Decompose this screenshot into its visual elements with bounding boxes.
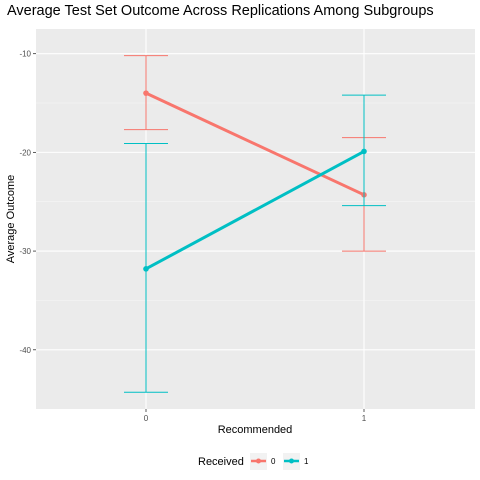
series-layer — [124, 55, 386, 393]
y-tick-label: -40 — [19, 346, 31, 355]
x-axis-title: Recommended — [218, 424, 293, 436]
series-line — [145, 91, 365, 197]
y-tick-label: -30 — [19, 247, 31, 256]
legend-key-point — [289, 458, 294, 464]
legend-title: Received — [198, 456, 244, 468]
y-axis-title: Average Outcome — [5, 175, 17, 263]
x-tick-label: 0 — [144, 414, 149, 423]
minor-gridlines — [36, 102, 475, 301]
legend-key-point — [256, 458, 261, 464]
legend-item-1: 1 — [283, 453, 309, 470]
y-tick-label: -10 — [19, 50, 31, 59]
plot-panel — [36, 29, 475, 409]
data-point — [361, 148, 367, 155]
x-tick-label: 1 — [362, 414, 367, 423]
series-1 — [124, 94, 386, 393]
legend: Received 0 1 — [198, 453, 309, 470]
y-tick-label: -20 — [19, 148, 31, 157]
series-line — [145, 150, 365, 271]
legend-label: 0 — [271, 457, 276, 466]
data-point — [143, 90, 149, 96]
y-axis-ticks: -10 -20 -30 -40 — [19, 50, 36, 355]
legend-label: 1 — [304, 457, 309, 466]
data-point — [143, 266, 149, 272]
chart-title: Average Test Set Outcome Across Replicat… — [7, 3, 434, 19]
legend-item-0: 0 — [250, 453, 276, 470]
